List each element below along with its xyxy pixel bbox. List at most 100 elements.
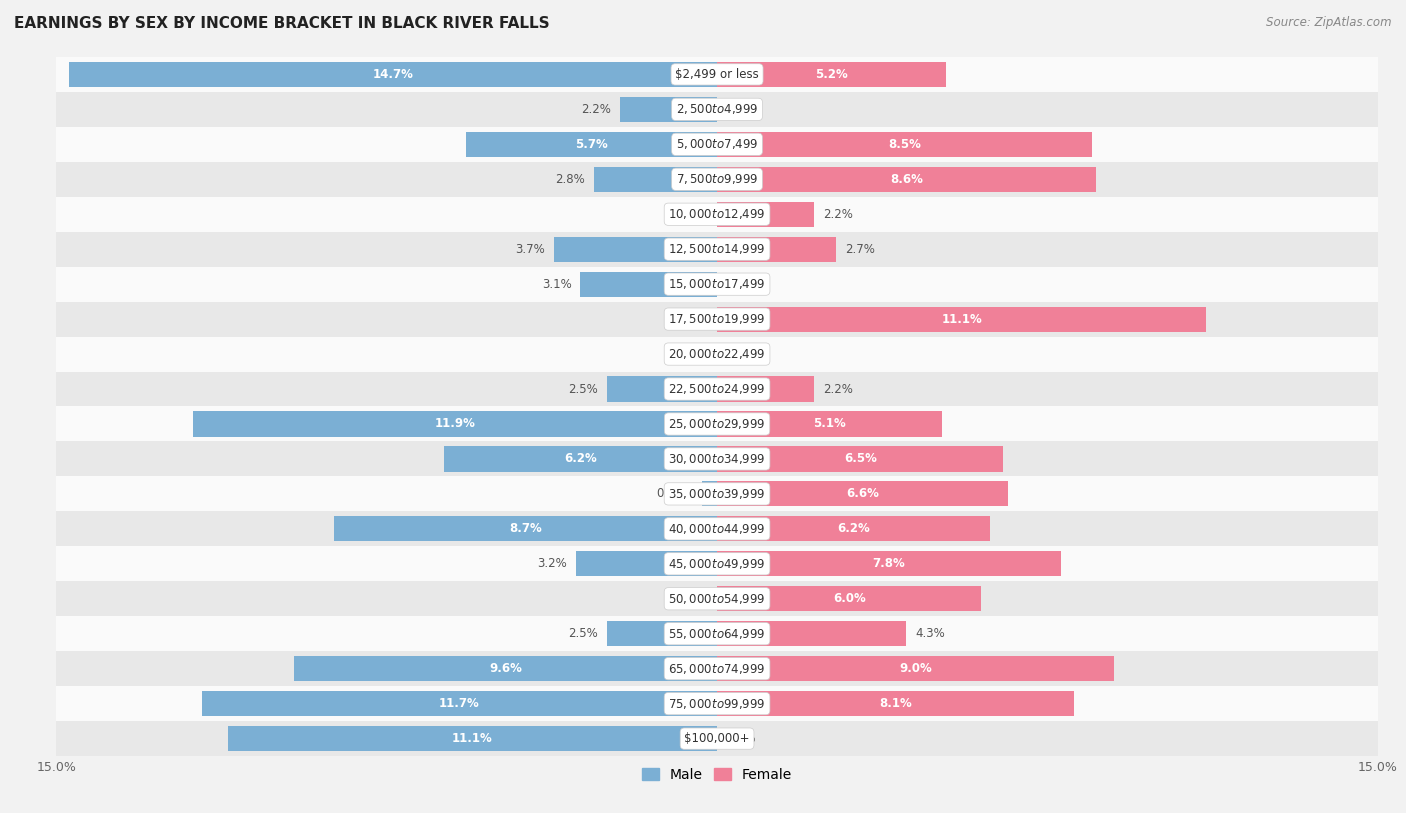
Bar	[717, 446, 1004, 472]
Bar	[717, 516, 990, 541]
Text: $45,000 to $49,999: $45,000 to $49,999	[668, 557, 766, 571]
Bar	[56, 302, 1378, 337]
Bar	[56, 511, 1378, 546]
Bar	[717, 167, 1095, 192]
Bar	[56, 127, 1378, 162]
Text: $25,000 to $29,999: $25,000 to $29,999	[668, 417, 766, 431]
Text: 2.7%: 2.7%	[845, 243, 875, 255]
Bar	[56, 372, 1378, 406]
Text: $30,000 to $34,999: $30,000 to $34,999	[668, 452, 766, 466]
Text: 2.2%: 2.2%	[582, 103, 612, 115]
Bar	[56, 721, 1378, 756]
Bar	[620, 97, 717, 122]
Bar	[717, 621, 907, 646]
Text: 3.2%: 3.2%	[537, 558, 567, 570]
Bar	[717, 551, 1060, 576]
Text: $100,000+: $100,000+	[685, 733, 749, 745]
Text: $20,000 to $22,499: $20,000 to $22,499	[668, 347, 766, 361]
Text: 0.34%: 0.34%	[657, 488, 693, 500]
Bar	[607, 621, 717, 646]
Bar	[56, 686, 1378, 721]
Text: 11.1%: 11.1%	[453, 733, 494, 745]
Text: $15,000 to $17,499: $15,000 to $17,499	[668, 277, 766, 291]
Text: $7,500 to $9,999: $7,500 to $9,999	[676, 172, 758, 186]
Text: 6.2%: 6.2%	[564, 453, 598, 465]
Bar	[56, 616, 1378, 651]
Bar	[69, 62, 717, 87]
Text: $55,000 to $64,999: $55,000 to $64,999	[668, 627, 766, 641]
Bar	[56, 337, 1378, 372]
Text: 6.2%: 6.2%	[837, 523, 870, 535]
Bar	[56, 197, 1378, 232]
Text: 6.5%: 6.5%	[844, 453, 877, 465]
Bar	[294, 656, 717, 681]
Bar	[717, 132, 1091, 157]
Text: 4.3%: 4.3%	[915, 628, 945, 640]
Text: 11.1%: 11.1%	[941, 313, 981, 325]
Text: $65,000 to $74,999: $65,000 to $74,999	[668, 662, 766, 676]
Text: $12,500 to $14,999: $12,500 to $14,999	[668, 242, 766, 256]
Text: $22,500 to $24,999: $22,500 to $24,999	[668, 382, 766, 396]
Bar	[717, 202, 814, 227]
Bar	[201, 691, 717, 716]
Bar	[717, 376, 814, 402]
Text: 2.2%: 2.2%	[823, 383, 852, 395]
Bar	[56, 546, 1378, 581]
Text: $35,000 to $39,999: $35,000 to $39,999	[668, 487, 766, 501]
Text: $5,000 to $7,499: $5,000 to $7,499	[676, 137, 758, 151]
Text: 8.7%: 8.7%	[509, 523, 541, 535]
Text: 0.0%: 0.0%	[679, 208, 709, 220]
Legend: Male, Female: Male, Female	[637, 763, 797, 788]
Bar	[444, 446, 717, 472]
Bar	[593, 167, 717, 192]
Bar	[717, 656, 1114, 681]
Text: 9.0%: 9.0%	[898, 663, 932, 675]
Bar	[717, 691, 1074, 716]
Bar	[56, 651, 1378, 686]
Text: $40,000 to $44,999: $40,000 to $44,999	[668, 522, 766, 536]
Bar	[56, 162, 1378, 197]
Text: 0.0%: 0.0%	[679, 348, 709, 360]
Text: 0.0%: 0.0%	[725, 103, 755, 115]
Text: 3.7%: 3.7%	[516, 243, 546, 255]
Bar	[56, 581, 1378, 616]
Bar	[581, 272, 717, 297]
Text: 0.0%: 0.0%	[679, 313, 709, 325]
Text: $10,000 to $12,499: $10,000 to $12,499	[668, 207, 766, 221]
Text: 5.1%: 5.1%	[813, 418, 846, 430]
Text: 8.5%: 8.5%	[887, 138, 921, 150]
Text: 11.9%: 11.9%	[434, 418, 475, 430]
Bar	[56, 476, 1378, 511]
Text: 6.0%: 6.0%	[832, 593, 866, 605]
Bar	[717, 237, 837, 262]
Bar	[717, 411, 942, 437]
Bar	[56, 406, 1378, 441]
Text: 5.7%: 5.7%	[575, 138, 607, 150]
Bar	[576, 551, 717, 576]
Text: 8.6%: 8.6%	[890, 173, 922, 185]
Text: 2.2%: 2.2%	[823, 208, 852, 220]
Text: $75,000 to $99,999: $75,000 to $99,999	[668, 697, 766, 711]
Bar	[56, 57, 1378, 92]
Bar	[56, 441, 1378, 476]
Bar	[717, 481, 1008, 506]
Bar	[607, 376, 717, 402]
Bar	[717, 62, 946, 87]
Bar	[465, 132, 717, 157]
Text: $50,000 to $54,999: $50,000 to $54,999	[668, 592, 766, 606]
Text: 0.0%: 0.0%	[725, 348, 755, 360]
Text: 0.0%: 0.0%	[679, 593, 709, 605]
Text: 6.6%: 6.6%	[846, 488, 879, 500]
Text: 14.7%: 14.7%	[373, 68, 413, 80]
Text: EARNINGS BY SEX BY INCOME BRACKET IN BLACK RIVER FALLS: EARNINGS BY SEX BY INCOME BRACKET IN BLA…	[14, 16, 550, 31]
Text: 0.0%: 0.0%	[725, 733, 755, 745]
Bar	[554, 237, 717, 262]
Bar	[717, 307, 1206, 332]
Text: 9.6%: 9.6%	[489, 663, 522, 675]
Text: 2.5%: 2.5%	[568, 628, 598, 640]
Bar	[193, 411, 717, 437]
Text: 5.2%: 5.2%	[815, 68, 848, 80]
Bar	[56, 267, 1378, 302]
Bar	[717, 586, 981, 611]
Text: 8.1%: 8.1%	[879, 698, 912, 710]
